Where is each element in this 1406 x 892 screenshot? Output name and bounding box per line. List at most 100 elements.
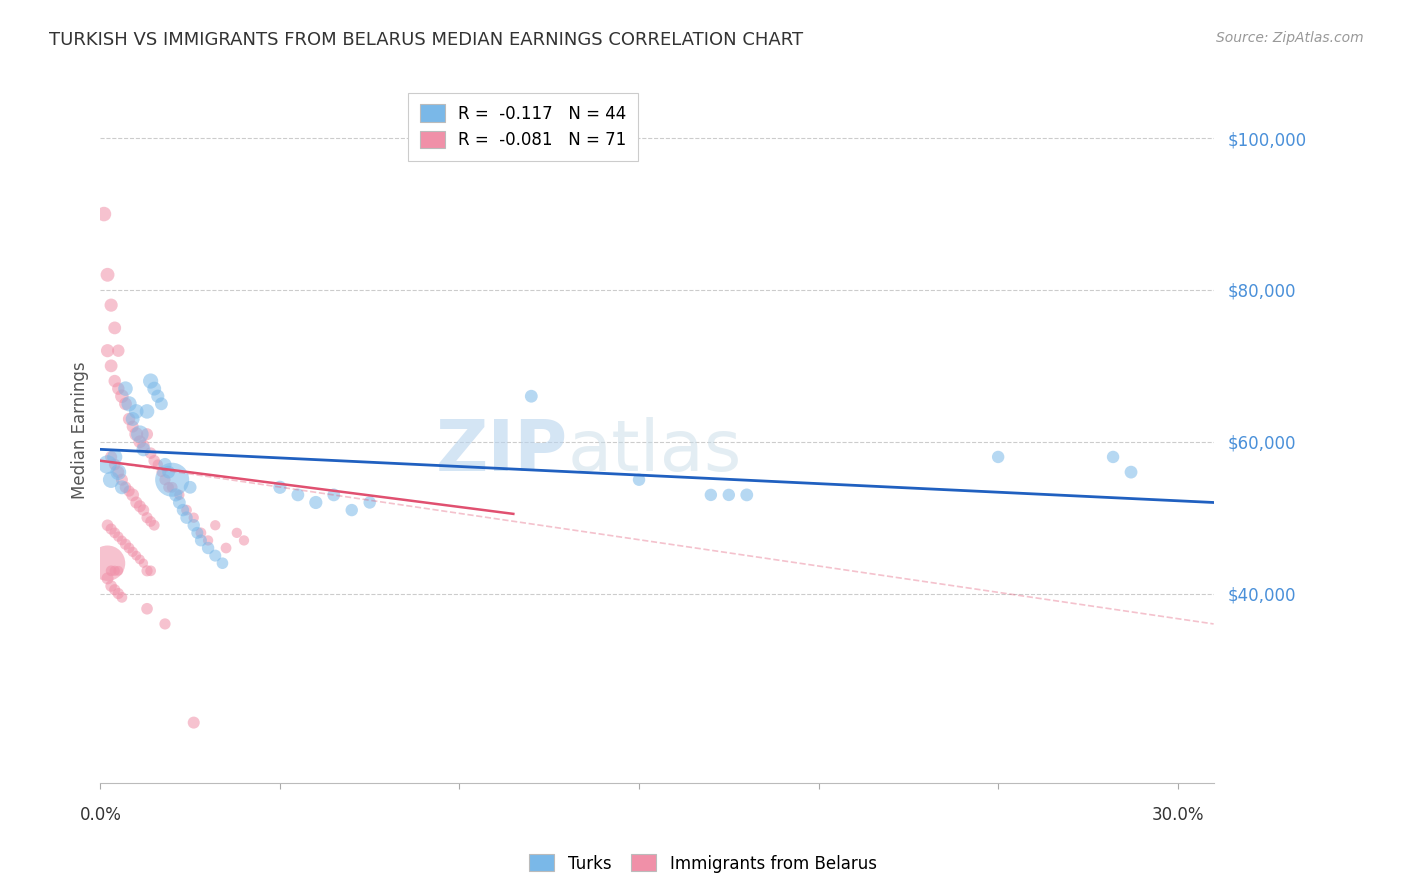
Point [165, 488, 187, 502]
Legend: Turks, Immigrants from Belarus: Turks, Immigrants from Belarus [523, 847, 883, 880]
Point [128, 500, 150, 514]
Text: TURKISH VS IMMIGRANTS FROM BELARUS MEDIAN EARNINGS CORRELATION CHART: TURKISH VS IMMIGRANTS FROM BELARUS MEDIA… [49, 31, 803, 49]
Point [118, 412, 141, 426]
Point [121, 545, 143, 559]
Point [204, 549, 226, 563]
Point [114, 382, 136, 396]
Point [143, 518, 166, 533]
Point [107, 530, 129, 544]
Point [93, 207, 115, 221]
Point [104, 458, 127, 472]
Point [172, 503, 194, 517]
Point [121, 412, 143, 426]
Point [359, 495, 381, 509]
Point [153, 473, 176, 487]
Point [114, 537, 136, 551]
Point [107, 564, 129, 578]
Point [125, 404, 148, 418]
Y-axis label: Median Earnings: Median Earnings [72, 361, 89, 500]
Point [111, 533, 134, 548]
Point [100, 522, 122, 536]
Text: atlas: atlas [568, 417, 742, 486]
Point [111, 591, 134, 605]
Point [100, 359, 122, 373]
Point [125, 495, 148, 509]
Point [169, 495, 191, 509]
Point [233, 533, 256, 548]
Point [104, 374, 127, 388]
Point [146, 389, 169, 403]
Point [104, 450, 127, 464]
Point [139, 374, 162, 388]
Point [111, 473, 134, 487]
Point [96, 458, 118, 472]
Point [118, 541, 141, 555]
Point [987, 450, 1010, 464]
Point [107, 465, 129, 479]
Point [160, 480, 183, 494]
Point [139, 515, 162, 529]
Point [96, 571, 118, 585]
Point [121, 488, 143, 502]
Point [146, 458, 169, 472]
Point [179, 480, 201, 494]
Point [1119, 465, 1142, 479]
Point [104, 582, 127, 597]
Point [136, 510, 159, 524]
Point [118, 397, 141, 411]
Point [717, 488, 740, 502]
Point [132, 556, 155, 570]
Point [153, 616, 176, 631]
Point [136, 601, 159, 615]
Point [160, 473, 183, 487]
Point [104, 525, 127, 540]
Point [204, 518, 226, 533]
Point [132, 439, 155, 453]
Point [157, 465, 180, 479]
Point [107, 586, 129, 600]
Point [125, 549, 148, 563]
Point [104, 321, 127, 335]
Point [139, 446, 162, 460]
Point [132, 442, 155, 457]
Legend: R =  -0.117   N = 44, R =  -0.081   N = 71: R = -0.117 N = 44, R = -0.081 N = 71 [408, 93, 638, 161]
Point [1102, 450, 1125, 464]
Point [100, 473, 122, 487]
Point [128, 552, 150, 566]
Point [136, 427, 159, 442]
Text: Source: ZipAtlas.com: Source: ZipAtlas.com [1216, 31, 1364, 45]
Point [96, 518, 118, 533]
Text: 0.0%: 0.0% [79, 806, 121, 824]
Point [104, 564, 127, 578]
Point [700, 488, 723, 502]
Point [107, 465, 129, 479]
Point [215, 541, 238, 555]
Point [132, 503, 155, 517]
Point [197, 541, 219, 555]
Point [128, 434, 150, 449]
Point [211, 556, 233, 570]
Point [183, 518, 205, 533]
Point [287, 488, 309, 502]
Point [100, 564, 122, 578]
Point [183, 715, 205, 730]
Point [100, 450, 122, 464]
Point [150, 465, 173, 479]
Point [114, 480, 136, 494]
Point [139, 564, 162, 578]
Point [322, 488, 344, 502]
Point [96, 268, 118, 282]
Point [136, 404, 159, 418]
Point [107, 382, 129, 396]
Point [153, 458, 176, 472]
Point [340, 503, 363, 517]
Point [735, 488, 758, 502]
Point [111, 389, 134, 403]
Point [176, 503, 198, 517]
Text: 30.0%: 30.0% [1152, 806, 1204, 824]
Point [190, 525, 212, 540]
Point [157, 480, 180, 494]
Point [305, 495, 328, 509]
Point [269, 480, 291, 494]
Point [150, 397, 173, 411]
